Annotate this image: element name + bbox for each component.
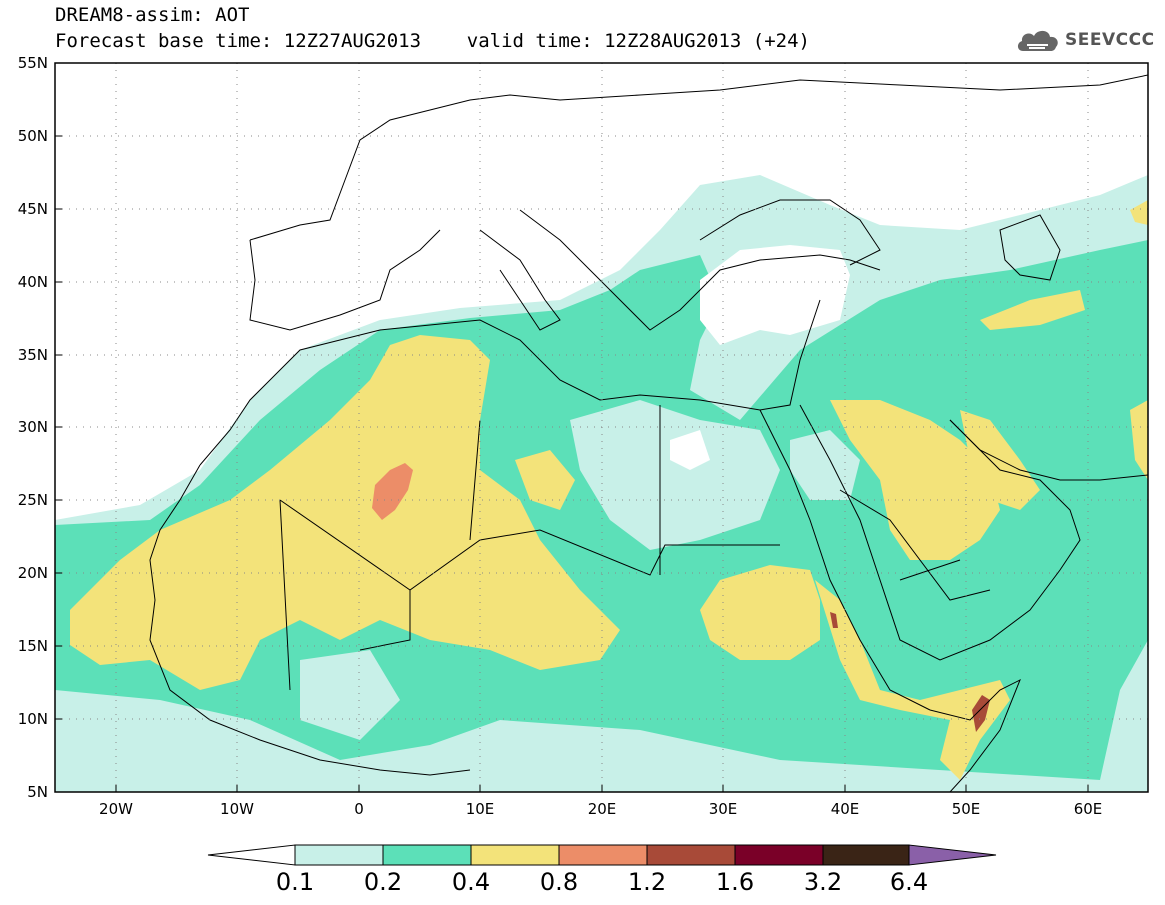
forecast-time-line: Forecast base time: 12Z27AUG2013 valid t… — [55, 30, 810, 52]
colorbar-label-6.4: 6.4 — [889, 868, 929, 896]
cloud-icon — [1017, 30, 1058, 51]
lat-label-55n: 55N — [17, 54, 48, 72]
lon-label-40e: 40E — [830, 800, 860, 818]
colorbar-swatch-0.4 — [470, 844, 560, 866]
coastline-north-africa — [199, 299, 821, 466]
lon-label-30e: 30E — [708, 800, 738, 818]
lon-label-20e: 20E — [587, 800, 617, 818]
colorbar — [207, 844, 997, 866]
aot-band-0.4-redsea — [815, 580, 1010, 780]
lat-label-50n: 50N — [17, 127, 48, 145]
axis-ticks — [55, 62, 1089, 793]
lon-label-10e: 10E — [465, 800, 495, 818]
border-arabia — [839, 489, 991, 601]
coastline-europe — [249, 74, 1148, 241]
lat-label-45n: 45N — [17, 200, 48, 218]
coastline-balkans — [519, 209, 881, 331]
coastline-caspian — [999, 214, 1061, 281]
aot-clear-egypt — [570, 400, 780, 550]
lon-label-20w: 20W — [99, 800, 133, 818]
aot-band-0.4-arabia — [830, 400, 1000, 560]
lon-label-0: 0 — [354, 800, 364, 818]
aot-band-0.4-libya — [515, 450, 575, 510]
colorbar-label-0.8: 0.8 — [539, 868, 579, 896]
lon-label-10w: 10W — [220, 800, 254, 818]
map-title: DREAM8-assim: AOT — [55, 4, 250, 26]
colorbar-left-arrow — [207, 844, 296, 866]
colorbar-swatch-1.6 — [734, 844, 824, 866]
coastline-horn — [929, 678, 1021, 792]
lat-label-5n: 5N — [27, 783, 48, 801]
aot-band-0.2 — [55, 240, 1148, 780]
coastline-italy — [479, 229, 561, 331]
coastline-red-sea — [759, 409, 931, 711]
colorbar-swatch-3.2 — [822, 844, 910, 866]
colorbar-label-3.2: 3.2 — [803, 868, 843, 896]
lat-label-30n: 30N — [17, 418, 48, 436]
seevccc-logo: SEEVCCC — [1015, 25, 1155, 55]
grid — [55, 63, 1148, 792]
lat-label-10n: 10N — [17, 710, 48, 728]
colorbar-label-0.4: 0.4 — [451, 868, 491, 896]
coastline-west-africa — [149, 464, 471, 776]
lon-label-60e: 60E — [1073, 800, 1103, 818]
aot-band-0.4-iran — [980, 290, 1085, 330]
aot-clear-egypt-inner — [670, 430, 710, 470]
colorbar-right-arrow — [908, 844, 997, 866]
colorbar-label-1.2: 1.2 — [627, 868, 667, 896]
logo-text: SEEVCCC — [1065, 30, 1155, 50]
colorbar-swatch-0.1 — [294, 844, 384, 866]
aot-band-0.4-sudan — [700, 565, 820, 660]
lon-label-50e: 50E — [951, 800, 981, 818]
colorbar-swatch-1.2 — [646, 844, 736, 866]
aot-clear-anatolia — [700, 245, 850, 345]
lat-label-35n: 35N — [17, 346, 48, 364]
colorbar-label-0.2: 0.2 — [363, 868, 403, 896]
colorbar-label-1.6: 1.6 — [715, 868, 755, 896]
aot-band-0.4-east — [1130, 400, 1148, 480]
colorbar-swatch-0.2 — [382, 844, 472, 866]
aot-band-0.4-sahara — [70, 335, 620, 690]
aot-clear-arabia — [790, 430, 860, 500]
aot-field — [55, 175, 1148, 792]
border-sahara-2 — [279, 405, 661, 691]
lat-label-20n: 20N — [17, 564, 48, 582]
coastline-blacksea — [699, 199, 881, 266]
colorbar-label-0.1: 0.1 — [275, 868, 315, 896]
lat-label-40n: 40N — [17, 273, 48, 291]
aot-band-0.8-algeria — [372, 463, 413, 520]
aot-band-1.2-eritrea — [830, 612, 838, 628]
coastline-iberia — [249, 229, 441, 331]
coastline-persia — [949, 419, 1148, 481]
aot-band-0.4-caspian — [1130, 200, 1148, 225]
lat-label-25n: 25N — [17, 491, 48, 509]
coastlines — [149, 74, 1148, 792]
aot-clear-sahel — [300, 650, 400, 740]
coastline-arabia — [799, 404, 1081, 661]
colorbar-swatch-0.8 — [558, 844, 648, 866]
lat-label-15n: 15N — [17, 637, 48, 655]
